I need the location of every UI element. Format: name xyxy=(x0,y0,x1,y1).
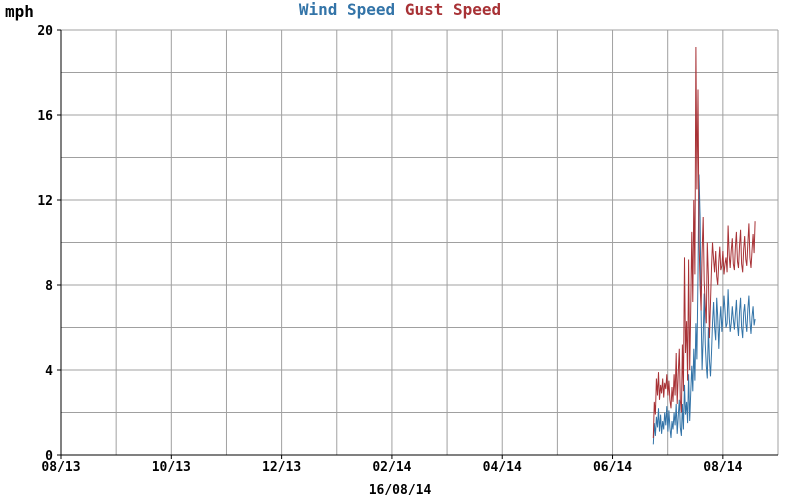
axes xyxy=(57,29,778,459)
gust-speed-line xyxy=(652,46,756,439)
x-tick-label: 04/14 xyxy=(483,460,522,475)
x-tick-label: 10/13 xyxy=(152,460,191,475)
x-tick-label: 06/14 xyxy=(593,460,632,475)
y-tick-label: 12 xyxy=(37,194,53,209)
series-layer xyxy=(652,46,756,445)
x-tick-label: 12/13 xyxy=(262,460,301,475)
legend-wind-speed: Wind Speed xyxy=(299,0,395,19)
y-tick-label: 20 xyxy=(37,24,53,39)
y-tick-label: 0 xyxy=(45,449,53,464)
tick-labels: 0 4 8 12 16 20 08/13 10/13 12/13 02/14 04/14 06/14 0… xyxy=(37,24,742,475)
y-tick-label: 4 xyxy=(45,364,53,379)
y-tick-label: 8 xyxy=(45,279,53,294)
x-tick-label: 02/14 xyxy=(372,460,411,475)
date-label: 16/08/14 xyxy=(369,483,432,498)
y-axis-unit-label: mph xyxy=(5,2,34,21)
x-tick-label: 08/14 xyxy=(703,460,742,475)
legend-gust-speed: Gust Speed xyxy=(405,0,501,19)
wind-speed-line xyxy=(652,174,756,445)
x-tick-label: 08/13 xyxy=(41,460,80,475)
legend: Wind Speed Gust Speed xyxy=(299,0,501,19)
grid xyxy=(60,29,779,456)
y-tick-label: 16 xyxy=(37,109,53,124)
